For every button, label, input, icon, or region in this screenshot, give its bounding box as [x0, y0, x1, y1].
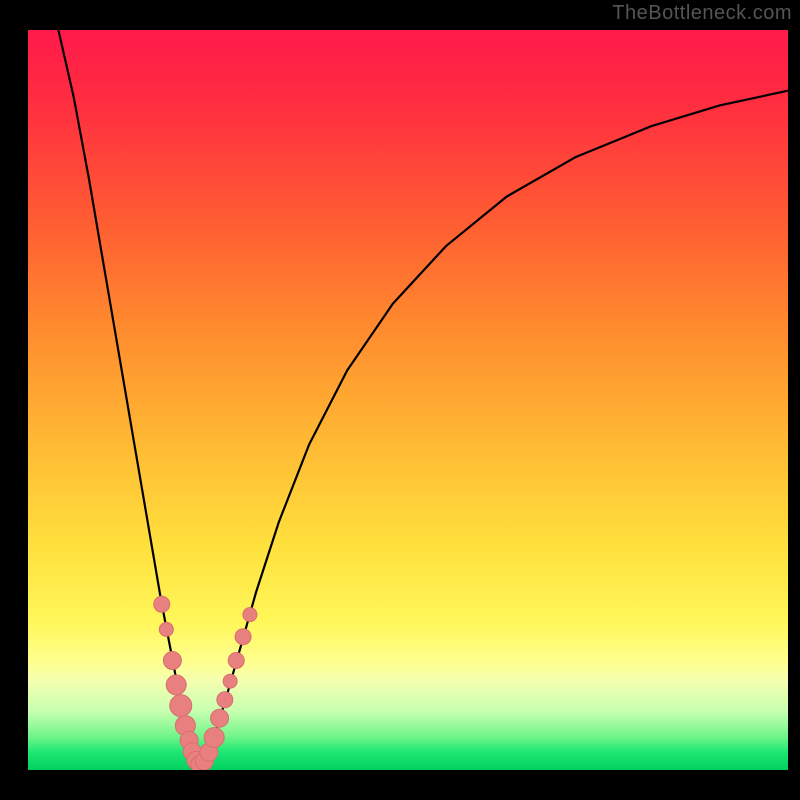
data-marker: [211, 709, 229, 727]
data-marker: [204, 727, 224, 747]
data-marker: [154, 596, 170, 612]
data-marker: [243, 608, 257, 622]
data-marker: [166, 675, 186, 695]
plot-area: [28, 30, 788, 770]
data-marker: [223, 674, 237, 688]
chart-frame: TheBottleneck.com: [0, 0, 800, 800]
data-marker: [163, 651, 181, 669]
data-marker: [170, 695, 192, 717]
watermark-text: TheBottleneck.com: [612, 2, 792, 25]
data-marker: [235, 629, 251, 645]
data-marker: [228, 652, 244, 668]
data-marker: [217, 692, 233, 708]
curve-layer: [28, 30, 788, 770]
data-marker: [159, 622, 173, 636]
